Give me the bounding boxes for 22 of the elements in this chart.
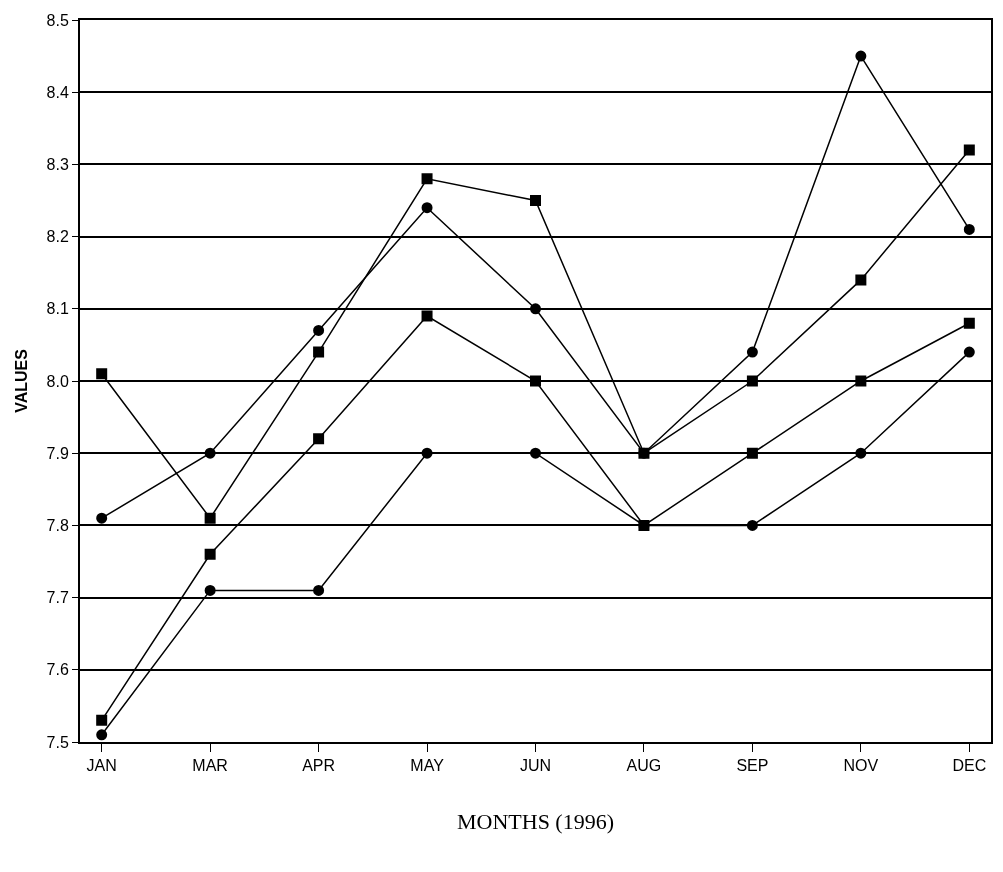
y-tick-label: 7.9 [46, 444, 69, 462]
y-tick-label: 8.4 [46, 83, 69, 101]
x-tick-label: JUN [519, 757, 552, 775]
x-tick-label: SEP [736, 757, 769, 775]
x-tick-label: MAR [192, 757, 228, 775]
x-tick-label: APR [302, 757, 336, 775]
y-tick-label: 7.6 [46, 661, 69, 679]
y-tick-label: 8.2 [46, 228, 69, 246]
y-tick-label: 7.5 [46, 733, 69, 751]
y-tick-label: 8.3 [46, 156, 69, 173]
x-tick-label: JAN [86, 757, 117, 775]
x-tick-label: MAY [410, 757, 445, 775]
y-tick-label: 8.0 [46, 372, 69, 390]
x-axis-title: MONTHS (1996) [456, 808, 615, 834]
x-tick-label: NOV [843, 757, 879, 775]
y-tick-label: 7.8 [46, 517, 69, 534]
x-tick-label: DEC [952, 757, 987, 775]
x-tick-label: AUG [626, 757, 662, 775]
y-tick-label: 8.1 [46, 300, 69, 318]
y-tick-label: 8.5 [46, 11, 69, 29]
y-axis-title: VALUES [12, 348, 30, 413]
y-tick-label: 7.7 [46, 589, 69, 607]
